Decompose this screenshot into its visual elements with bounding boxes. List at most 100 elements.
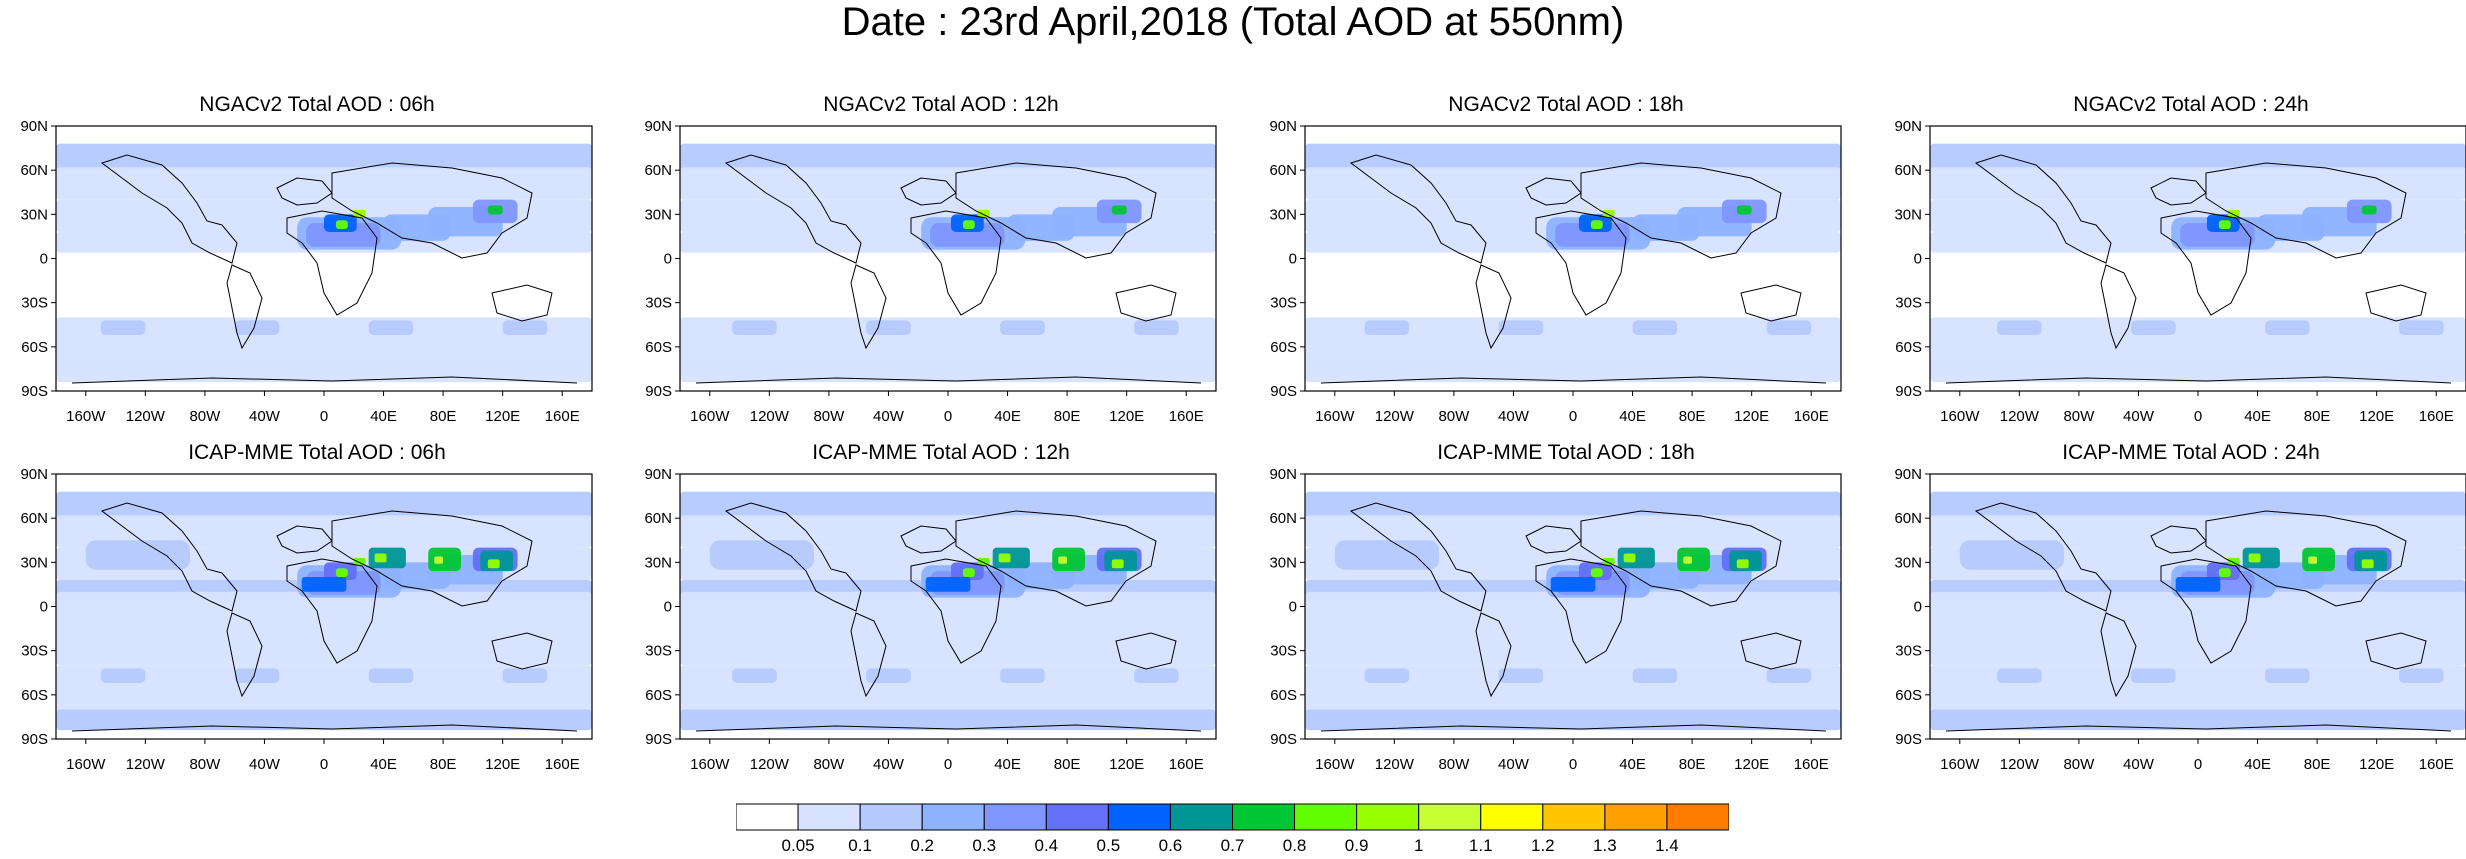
lat-label: 60N	[1894, 510, 1922, 527]
coastline	[955, 162, 1157, 259]
lon-label: 0	[944, 408, 952, 425]
lat-label: 30S	[645, 643, 672, 660]
aod-field	[1590, 568, 1603, 578]
aod-field	[2302, 547, 2335, 572]
lon-label: 80E	[430, 408, 457, 425]
map-svg: 90N 60N 30N 0 30S 60S 90S 160W 120W 80W 40W 0 40E 80E…	[20, 466, 593, 773]
colorbar-swatch	[1356, 803, 1420, 831]
coastline	[2150, 525, 2207, 554]
colorbar-swatch	[983, 803, 1047, 831]
lat-label: 0	[664, 251, 672, 268]
aod-field	[709, 540, 814, 570]
aod-field	[502, 668, 548, 684]
aod-field	[1550, 577, 1596, 592]
aod-field	[2399, 668, 2444, 684]
lon-label: 80W	[1438, 756, 1470, 773]
lon-label: 40W	[1498, 408, 1530, 425]
lon-label: 0	[1569, 408, 1577, 425]
colorbar-label: 1.4	[1655, 836, 1679, 854]
aod-field	[1498, 320, 1544, 336]
coastline	[2150, 177, 2207, 206]
lat-label: 60S	[1270, 339, 1297, 356]
lat-label: 90S	[21, 383, 48, 400]
lon-label: 80W	[189, 408, 221, 425]
aod-field	[335, 220, 348, 230]
aod-field	[234, 320, 280, 336]
colorbar-label: 1	[1414, 836, 1423, 854]
aod-field	[680, 317, 1216, 374]
lat-label: 90N	[20, 466, 48, 483]
coastline	[276, 525, 333, 554]
aod-field	[56, 143, 592, 171]
coastline	[2365, 284, 2427, 322]
lon-label: 120E	[1109, 408, 1144, 425]
lat-label: 30S	[1270, 643, 1297, 660]
aod-field	[1305, 317, 1841, 374]
lon-label: 40E	[370, 756, 397, 773]
panel-title: ICAP-MME Total AOD : 06h	[188, 441, 446, 464]
colorbar-swatch	[1542, 803, 1606, 831]
coastline	[2205, 162, 2407, 259]
lon-label: 120W	[1375, 756, 1415, 773]
aod-field	[2131, 320, 2176, 336]
aod-field	[977, 557, 990, 566]
lat-label: 30S	[21, 295, 48, 312]
coastline	[1349, 154, 1487, 264]
coastline	[491, 632, 553, 670]
colorbar-swatch	[1604, 803, 1668, 831]
lat-label: 60N	[20, 510, 48, 527]
aod-field	[1930, 491, 2466, 519]
aod-field	[1590, 220, 1603, 230]
lon-label: 160W	[1315, 408, 1355, 425]
aod-field	[732, 668, 777, 684]
colorbar-swatch	[1666, 803, 1730, 831]
lat-label: 90S	[645, 383, 672, 400]
lon-label: 0	[2194, 756, 2202, 773]
aod-field	[234, 668, 280, 684]
aod-field	[368, 547, 406, 569]
lon-label: 80W	[189, 756, 221, 773]
panel-title: ICAP-MME Total AOD : 18h	[1437, 441, 1695, 464]
aod-field	[1364, 668, 1410, 684]
colorbar-swatch	[797, 803, 861, 831]
colorbar-label: 0.9	[1345, 836, 1369, 854]
map-panel-ngac-18h: NGACv2 Total AOD : 18h 90N 60N 30N 0 30S 60S 9…	[1269, 93, 1851, 425]
aod-field	[2175, 577, 2221, 592]
lon-label: 40W	[1498, 756, 1530, 773]
coastline	[910, 210, 1002, 316]
lat-label: 90N	[1269, 466, 1297, 483]
map-panel-icap-24h: ICAP-MME Total AOD : 24h 90N 60N 30N 0 30S 60…	[1894, 441, 2466, 773]
lat-label: 60N	[1894, 162, 1922, 179]
coastline	[2365, 632, 2427, 670]
coastline	[286, 210, 378, 316]
coastline	[2100, 264, 2137, 350]
lon-label: 40E	[2244, 756, 2271, 773]
aod-field	[1000, 320, 1045, 336]
aod-field	[1058, 556, 1068, 564]
lon-label: 160E	[2419, 756, 2454, 773]
colorbar-swatch	[735, 803, 799, 831]
panel-title: NGACv2 Total AOD : 18h	[1448, 93, 1684, 116]
aod-field	[680, 143, 1216, 171]
lon-label: 120E	[485, 408, 520, 425]
coastline	[331, 510, 533, 607]
aod-field	[866, 668, 911, 684]
panel-title: ICAP-MME Total AOD : 24h	[2062, 441, 2320, 464]
lat-label: 30S	[1895, 295, 1922, 312]
lon-label: 0	[944, 756, 952, 773]
lat-label: 60N	[1269, 510, 1297, 527]
coastline	[1535, 558, 1627, 664]
aod-field	[1602, 209, 1615, 218]
map-svg: 90N 60N 30N 0 30S 60S 90S 160W 120W 80W 40W 0 40E 80E…	[20, 118, 593, 425]
aod-field	[1997, 320, 2042, 336]
aod-field	[1736, 559, 1749, 569]
coastline	[100, 154, 238, 264]
lon-label: 40W	[249, 756, 281, 773]
coastline	[226, 612, 263, 698]
coastline	[1525, 525, 1582, 554]
map-svg: 90N 60N 30N 0 30S 60S 90S 160W 120W 80W 40W 0 40E 80E…	[644, 118, 1217, 425]
aod-field	[1632, 320, 1678, 336]
lon-label: 160E	[545, 756, 580, 773]
aod-field	[2218, 568, 2231, 578]
colorbar-label: 1.2	[1531, 836, 1555, 854]
